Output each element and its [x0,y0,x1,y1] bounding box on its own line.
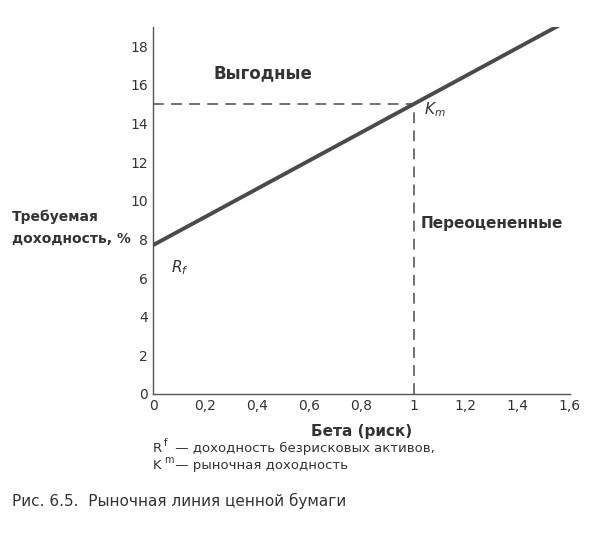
Text: $\mathit{K_m}$: $\mathit{K_m}$ [424,100,446,119]
Text: m: m [164,455,173,465]
Text: Выгодные: Выгодные [213,64,312,82]
Text: f: f [164,438,167,448]
Text: — доходность безрисковых активов,: — доходность безрисковых активов, [171,442,435,455]
X-axis label: Бета (риск): Бета (риск) [311,424,412,439]
Text: доходность, %: доходность, % [12,232,131,245]
Text: Рис. 6.5.  Рыночная линия ценной бумаги: Рис. 6.5. Рыночная линия ценной бумаги [12,493,346,509]
Text: R: R [153,442,162,455]
Text: K: K [153,459,161,472]
Text: Переоцененные: Переоцененные [421,217,563,232]
Text: Требуемая: Требуемая [12,210,99,224]
Text: — рыночная доходность: — рыночная доходность [171,459,348,472]
Text: $\mathit{R_f}$: $\mathit{R_f}$ [171,259,189,278]
